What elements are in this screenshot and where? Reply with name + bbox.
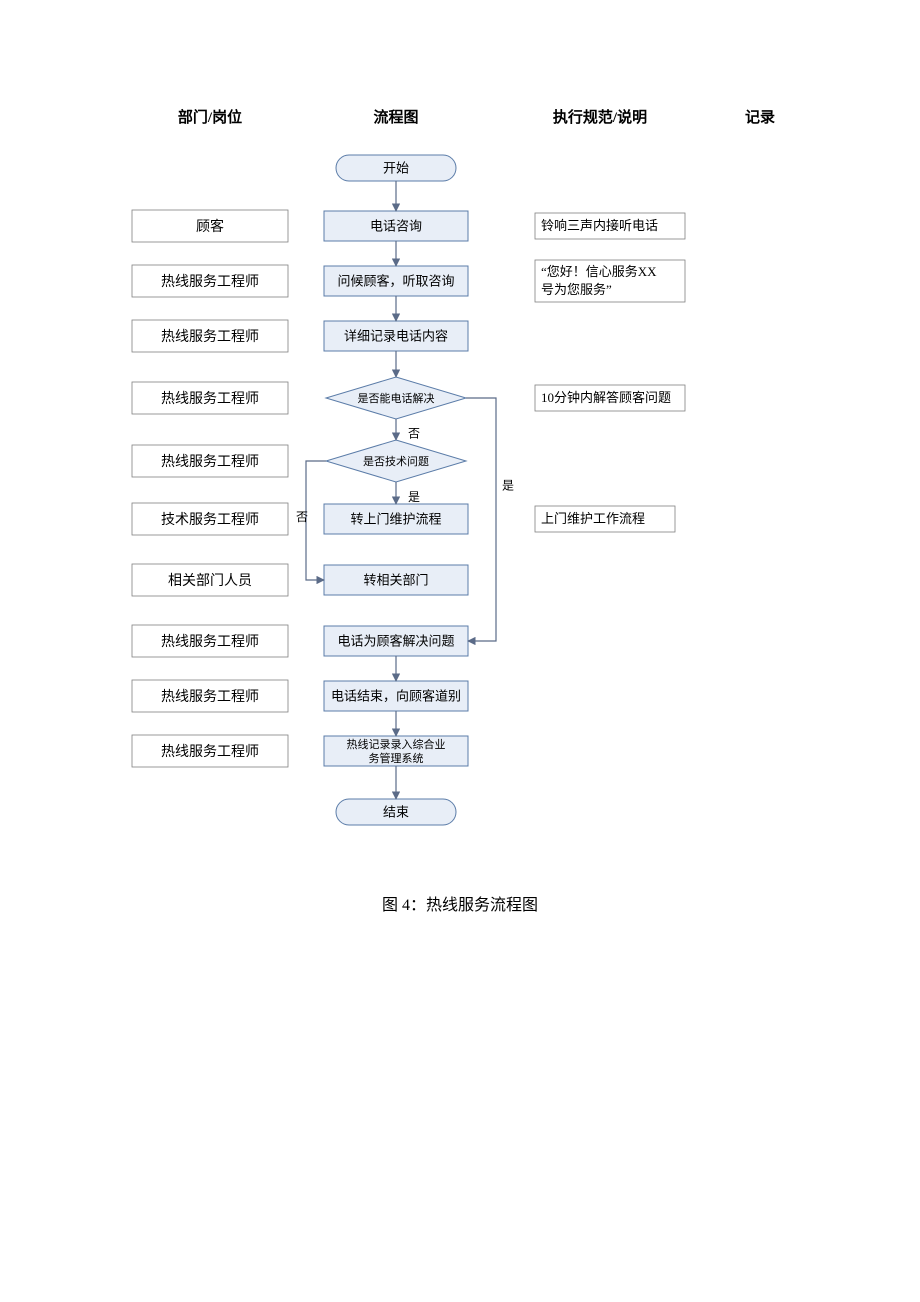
flow-node-n6: 电话为顾客解决问题 [324, 626, 468, 656]
role-box: 热线服务工程师 [132, 445, 288, 477]
flow-node-d1: 是否能电话解决 [326, 377, 466, 419]
node-label: 电话咨询 [370, 219, 422, 234]
note-text: 铃响三声内接听电话 [541, 218, 658, 233]
flow-node-n5: 转相关部门 [324, 565, 468, 595]
node-label: 问候顾客，听取咨询 [337, 274, 454, 289]
role-box: 相关部门人员 [132, 564, 288, 596]
edge-label: 是 [502, 479, 514, 493]
note-text: 10分钟内解答顾客问题 [541, 390, 671, 405]
column-header: 记录 [745, 109, 775, 126]
flow-node-n3: 详细记录电话内容 [324, 321, 468, 351]
node-label: 务管理系统 [369, 751, 424, 765]
node-label: 转上门维护流程 [350, 512, 441, 527]
flow-edge [306, 461, 326, 580]
edge-label: 否 [296, 510, 308, 524]
role-label: 相关部门人员 [168, 573, 252, 589]
column-header: 执行规范/说明 [553, 108, 647, 126]
role-box: 热线服务工程师 [132, 735, 288, 767]
role-box: 顾客 [132, 210, 288, 242]
node-label: 结束 [383, 805, 409, 820]
edge-label: 是 [408, 490, 420, 504]
role-label: 热线服务工程师 [161, 454, 259, 470]
role-label: 热线服务工程师 [161, 274, 259, 290]
role-label: 热线服务工程师 [161, 689, 259, 705]
flow-node-n1: 电话咨询 [324, 211, 468, 241]
node-label: 开始 [383, 161, 409, 176]
flow-node-n2: 问候顾客，听取咨询 [324, 266, 468, 296]
role-box: 热线服务工程师 [132, 265, 288, 297]
node-label: 详细记录电话内容 [344, 329, 448, 344]
note-box: 10分钟内解答顾客问题 [535, 385, 685, 411]
edge-label: 否 [408, 427, 420, 441]
node-label: 热线记录录入综合业 [347, 737, 446, 751]
role-box: 热线服务工程师 [132, 625, 288, 657]
role-box: 热线服务工程师 [132, 382, 288, 414]
role-label: 热线服务工程师 [161, 329, 259, 345]
note-box: 上门维护工作流程 [535, 506, 675, 532]
note-text: 号为您服务” [541, 282, 612, 297]
flow-node-n4: 转上门维护流程 [324, 504, 468, 534]
column-header: 流程图 [373, 108, 418, 126]
role-box: 热线服务工程师 [132, 320, 288, 352]
role-label: 热线服务工程师 [161, 744, 259, 760]
flow-edge [466, 398, 496, 641]
flow-node-d2: 是否技术问题 [326, 440, 466, 482]
role-label: 顾客 [196, 218, 224, 235]
node-label: 是否能电话解决 [358, 391, 435, 405]
node-label: 电话结束，向顾客道别 [331, 689, 461, 704]
column-header: 部门/岗位 [178, 108, 242, 126]
role-label: 热线服务工程师 [161, 634, 259, 650]
note-box: “您好！信心服务XX 号为您服务” [535, 260, 685, 302]
flow-node-n7: 电话结束，向顾客道别 [324, 681, 468, 711]
role-box: 技术服务工程师 [132, 503, 288, 535]
flow-node-n8: 热线记录录入综合业务管理系统 [324, 736, 468, 766]
node-label: 是否技术问题 [363, 455, 429, 468]
flow-node-end: 结束 [336, 799, 456, 825]
note-text: 上门维护工作流程 [541, 511, 645, 526]
role-box: 热线服务工程师 [132, 680, 288, 712]
node-label: 转相关部门 [363, 573, 428, 588]
role-label: 技术服务工程师 [161, 512, 259, 528]
note-text: “您好！信心服务XX [541, 264, 657, 279]
figure-caption: 图 4：热线服务流程图 [382, 896, 538, 914]
node-label: 电话为顾客解决问题 [337, 634, 454, 649]
flow-node-start: 开始 [336, 155, 456, 181]
role-label: 热线服务工程师 [161, 391, 259, 407]
note-box: 铃响三声内接听电话 [535, 213, 685, 239]
